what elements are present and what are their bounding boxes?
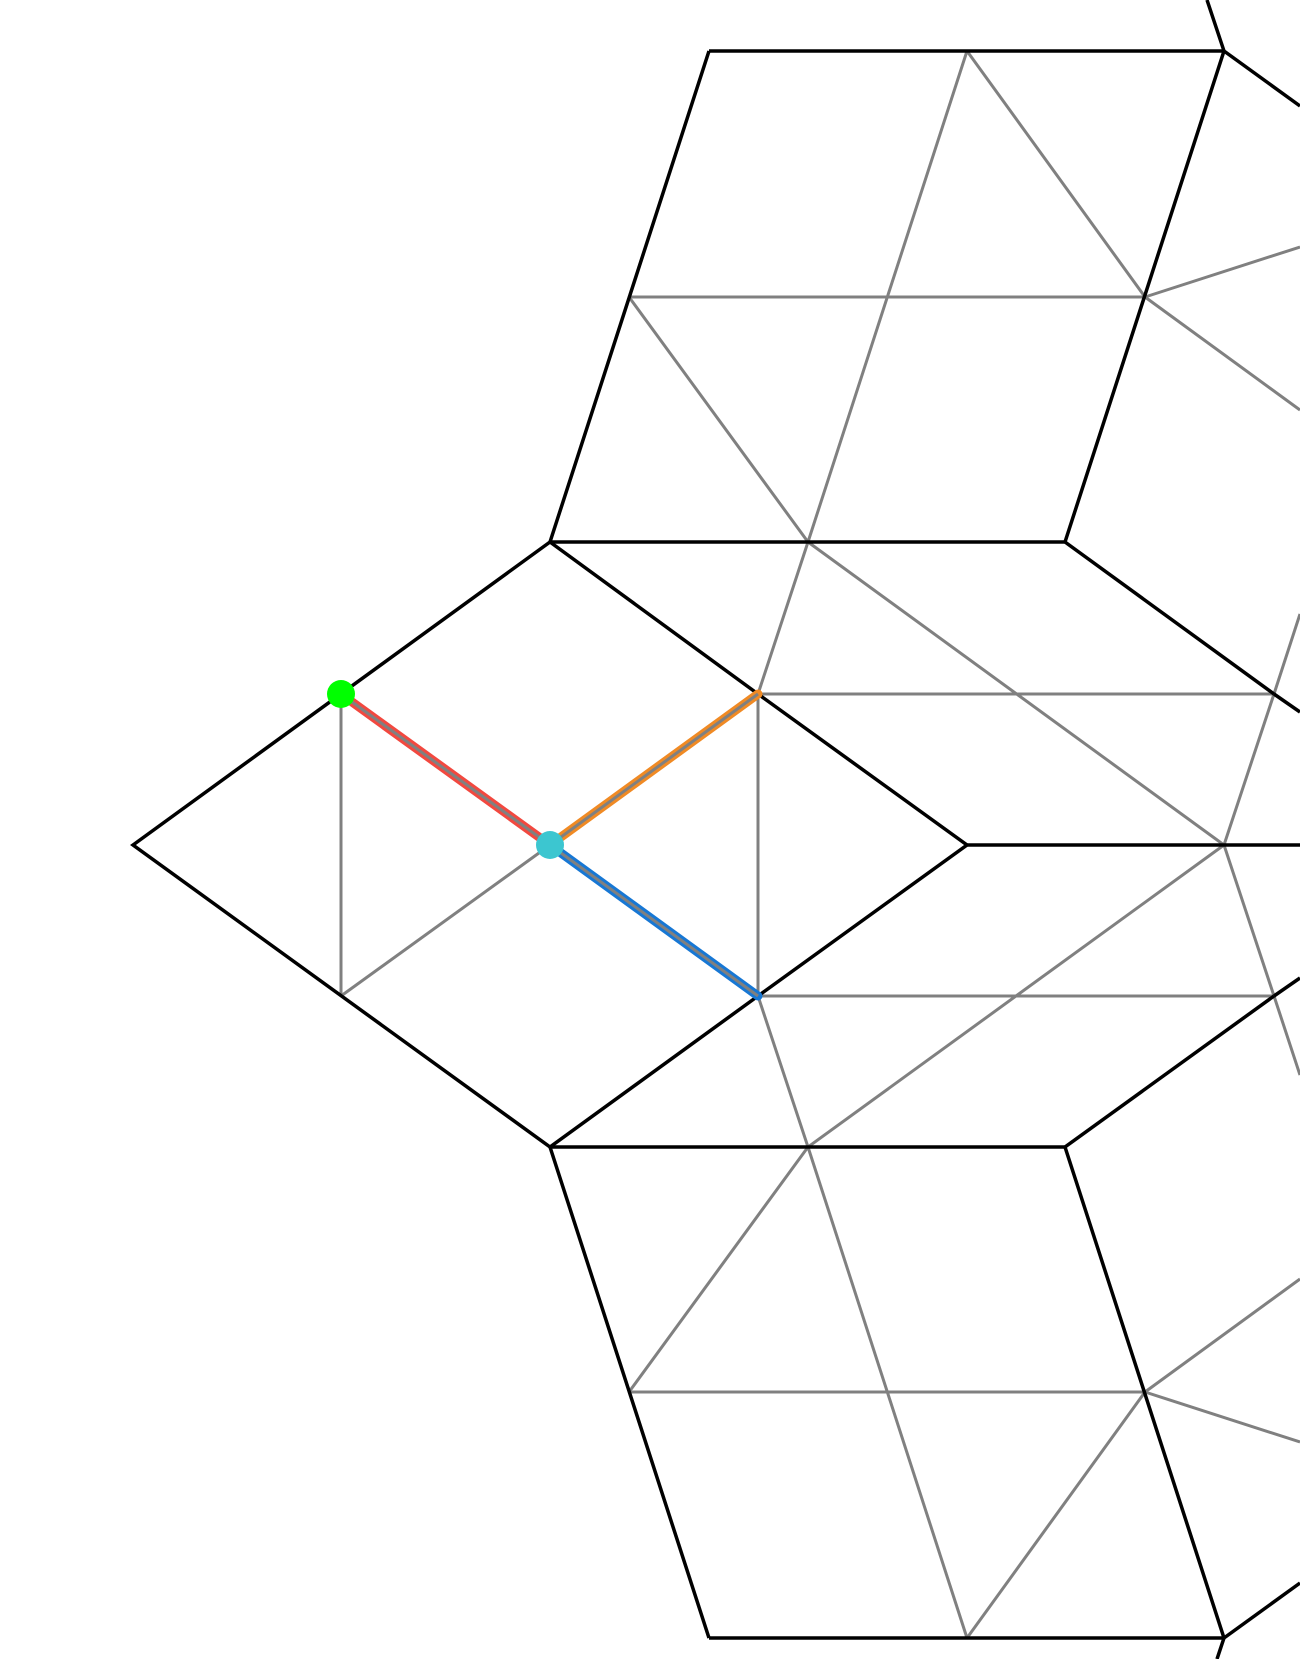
nodes [327,680,564,859]
cyan-node [536,831,564,859]
green-node [327,680,355,708]
highlighted-edges [336,689,763,1001]
black-tile-edges [130,0,1300,1659]
gray-triangulation-lines [339,50,1300,1639]
